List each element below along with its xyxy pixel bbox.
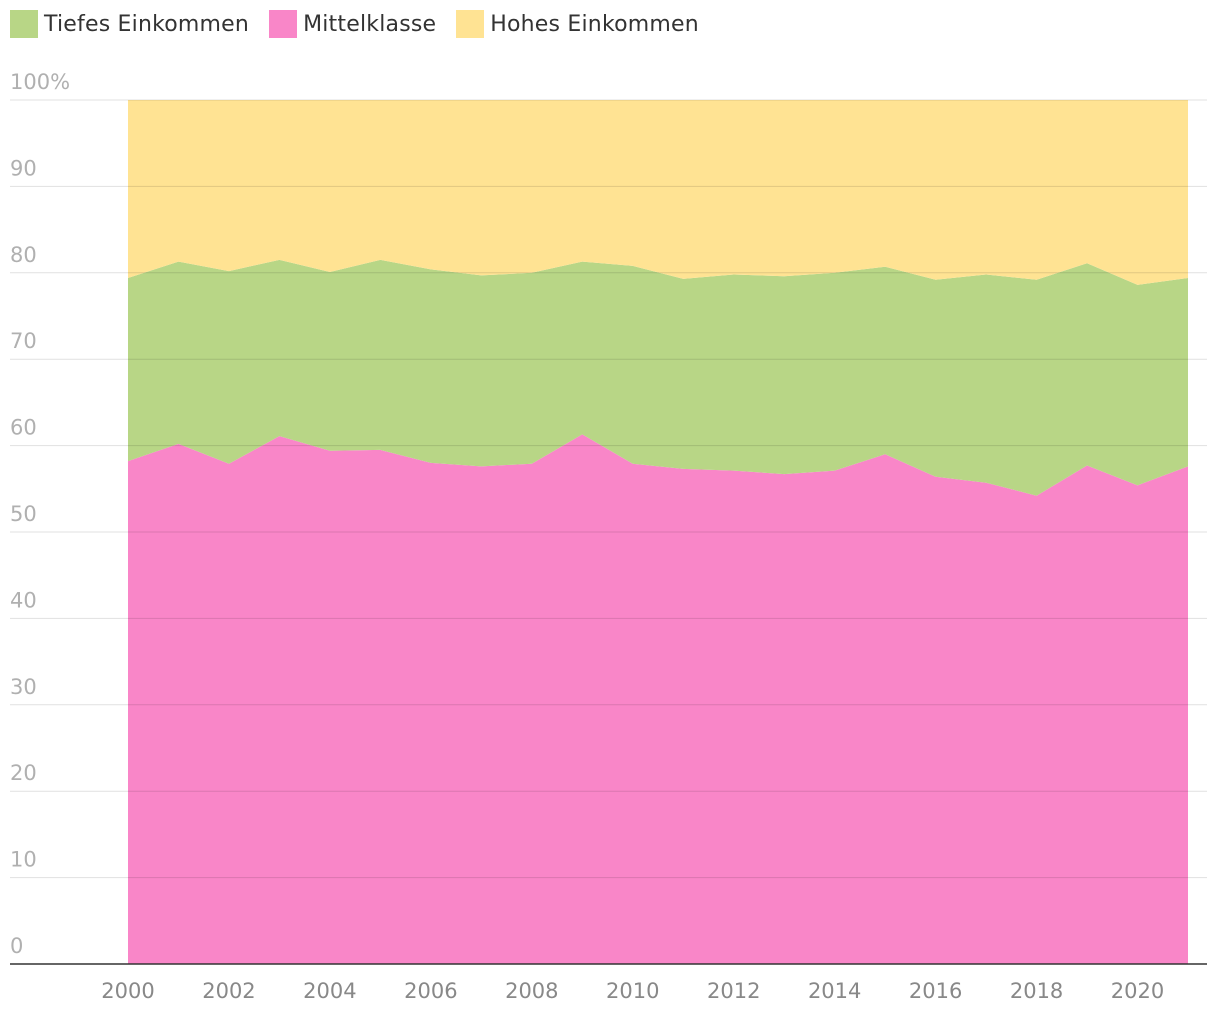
- x-tick-label: 2008: [505, 979, 558, 1003]
- x-tick-label: 2012: [707, 979, 760, 1003]
- y-tick-label: 70: [10, 329, 37, 353]
- x-tick-label: 2020: [1111, 979, 1164, 1003]
- x-tick-label: 2000: [101, 979, 154, 1003]
- legend-swatch-tiefes-einkommen: [10, 10, 38, 38]
- legend-label: Mittelklasse: [303, 11, 437, 37]
- x-tick-label: 2016: [909, 979, 962, 1003]
- x-tick-label: 2010: [606, 979, 659, 1003]
- legend-label: Tiefes Einkommen: [44, 11, 250, 37]
- y-axis-ticks: 0 10 20 30 40 50 60 70 80 90 100%: [10, 70, 70, 958]
- x-tick-label: 2014: [808, 979, 861, 1003]
- y-tick-label: 40: [10, 588, 37, 612]
- y-tick-label: 100%: [10, 70, 70, 94]
- y-tick-label: 20: [10, 761, 37, 785]
- x-tick-label: 2004: [303, 979, 356, 1003]
- area-hohes-einkommen: [128, 100, 1188, 285]
- y-tick-label: 0: [10, 934, 23, 958]
- area-tiefes-einkommen: [128, 259, 1188, 496]
- x-tick-label: 2018: [1010, 979, 1063, 1003]
- area-layers: [128, 100, 1188, 964]
- legend-item-hohes-einkommen: Hohes Einkommen: [456, 10, 699, 38]
- y-tick-label: 10: [10, 848, 37, 872]
- area-mittelklasse: [128, 434, 1188, 964]
- y-tick-label: 90: [10, 156, 37, 180]
- legend-item-mittelklasse: Mittelklasse: [269, 10, 436, 38]
- chart-legend: Tiefes Einkommen Mittelklasse Hohes Eink…: [10, 10, 719, 38]
- y-tick-label: 60: [10, 416, 37, 440]
- grid-lines: [10, 99, 1207, 879]
- legend-swatch-mittelklasse: [269, 10, 298, 38]
- y-tick-label: 80: [10, 243, 37, 267]
- legend-label: Hohes Einkommen: [490, 11, 699, 37]
- y-tick-label: 50: [10, 502, 37, 526]
- legend-swatch-hohes-einkommen: [456, 10, 485, 38]
- legend-item-tiefes-einkommen: Tiefes Einkommen: [10, 10, 249, 38]
- x-axis-ticks: 2000 2002 2004 2006 2008 2010 2012 2014 2016 2018…: [101, 979, 1164, 1003]
- x-tick-label: 2006: [404, 979, 457, 1003]
- y-tick-label: 30: [10, 675, 37, 699]
- x-tick-label: 2002: [202, 979, 255, 1003]
